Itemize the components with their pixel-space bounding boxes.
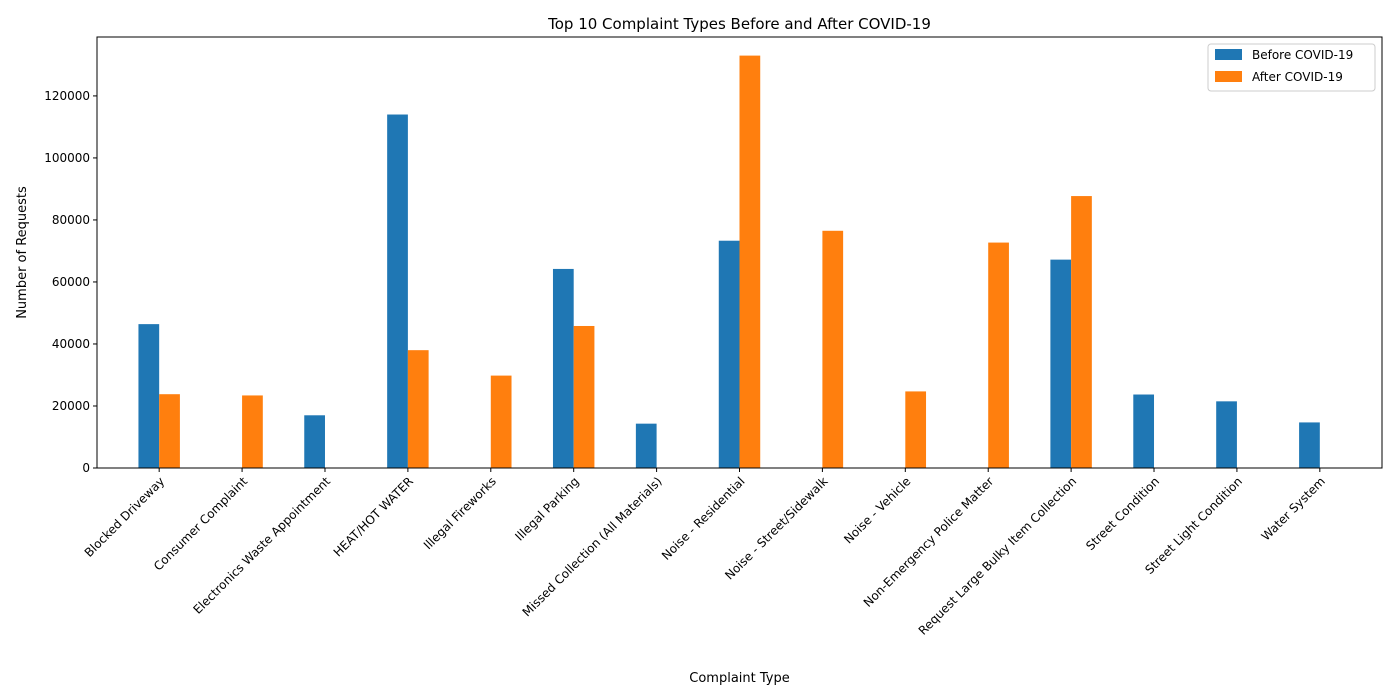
bar-before-13 — [1216, 401, 1237, 468]
bar-after-8 — [822, 230, 844, 468]
bar-after-9 — [905, 391, 927, 468]
y-tick-label: 40000 — [52, 337, 90, 351]
y-tick-label: 100000 — [44, 151, 90, 165]
chart-title: Top 10 Complaint Types Before and After … — [547, 15, 931, 33]
x-tick-label: HEAT/HOT WATER — [331, 474, 416, 559]
bar-before-5 — [552, 268, 574, 468]
bar-before-3 — [387, 114, 408, 469]
bar-before-14 — [1299, 422, 1320, 468]
legend-entry: Before COVID-19 — [1252, 48, 1353, 62]
bar-after-10 — [988, 242, 1009, 468]
bar-after-1 — [242, 395, 263, 468]
legend-entry: After COVID-19 — [1252, 70, 1343, 84]
bar-after-5 — [573, 325, 595, 468]
bar-before-2 — [304, 415, 325, 468]
x-tick-label: Noise - Residential — [659, 474, 748, 563]
x-tick-label: Request Large Bulky Item Collection — [916, 474, 1080, 638]
bar-before-11 — [1050, 259, 1072, 468]
bar-before-7 — [718, 240, 740, 468]
y-tick-label: 60000 — [52, 275, 90, 289]
x-tick-label: Electronics Waste Appointment — [191, 474, 334, 617]
bar-before-0 — [138, 324, 160, 468]
x-tick-label: Consumer Complaint — [151, 474, 250, 573]
y-axis-label: Number of Requests — [15, 186, 30, 319]
legend: Before COVID-19 After COVID-19 — [1207, 43, 1376, 92]
bar-before-6 — [635, 423, 657, 468]
legend-swatch — [1215, 49, 1242, 60]
y-tick-label: 80000 — [52, 213, 90, 227]
x-tick-label: Non-Emergency Police Matter — [861, 474, 997, 610]
y-tick-label: 120000 — [44, 89, 90, 103]
x-tick-label: Illegal Parking — [512, 474, 581, 543]
x-tick-label: Water System — [1259, 474, 1328, 543]
legend-frame — [1207, 43, 1376, 92]
x-tick-label: Noise - Vehicle — [841, 474, 913, 546]
bar-after-0 — [159, 394, 180, 468]
y-axis: 0 20000 40000 60000 80000 100000 120000 — [44, 89, 97, 475]
bar-after-7 — [739, 55, 761, 469]
x-tick-label: Illegal Fireworks — [421, 474, 499, 552]
bar-before-12 — [1133, 394, 1155, 468]
y-tick-label: 20000 — [52, 399, 90, 413]
bar-after-4 — [490, 375, 512, 468]
plot-area — [138, 55, 1320, 469]
plot-frame — [96, 36, 1383, 469]
y-tick-label: 0 — [82, 461, 90, 475]
x-axis-label: Complaint Type — [689, 671, 789, 686]
bar-after-3 — [407, 350, 429, 468]
legend-swatch — [1215, 71, 1242, 82]
x-tick-label: Missed Collection (All Materials) — [520, 474, 665, 619]
x-tick-label: Street Condition — [1083, 474, 1162, 553]
x-tick-label: Street Light Condition — [1142, 474, 1245, 577]
bar-after-11 — [1071, 196, 1092, 469]
x-tick-label: Blocked Driveway — [82, 474, 168, 560]
